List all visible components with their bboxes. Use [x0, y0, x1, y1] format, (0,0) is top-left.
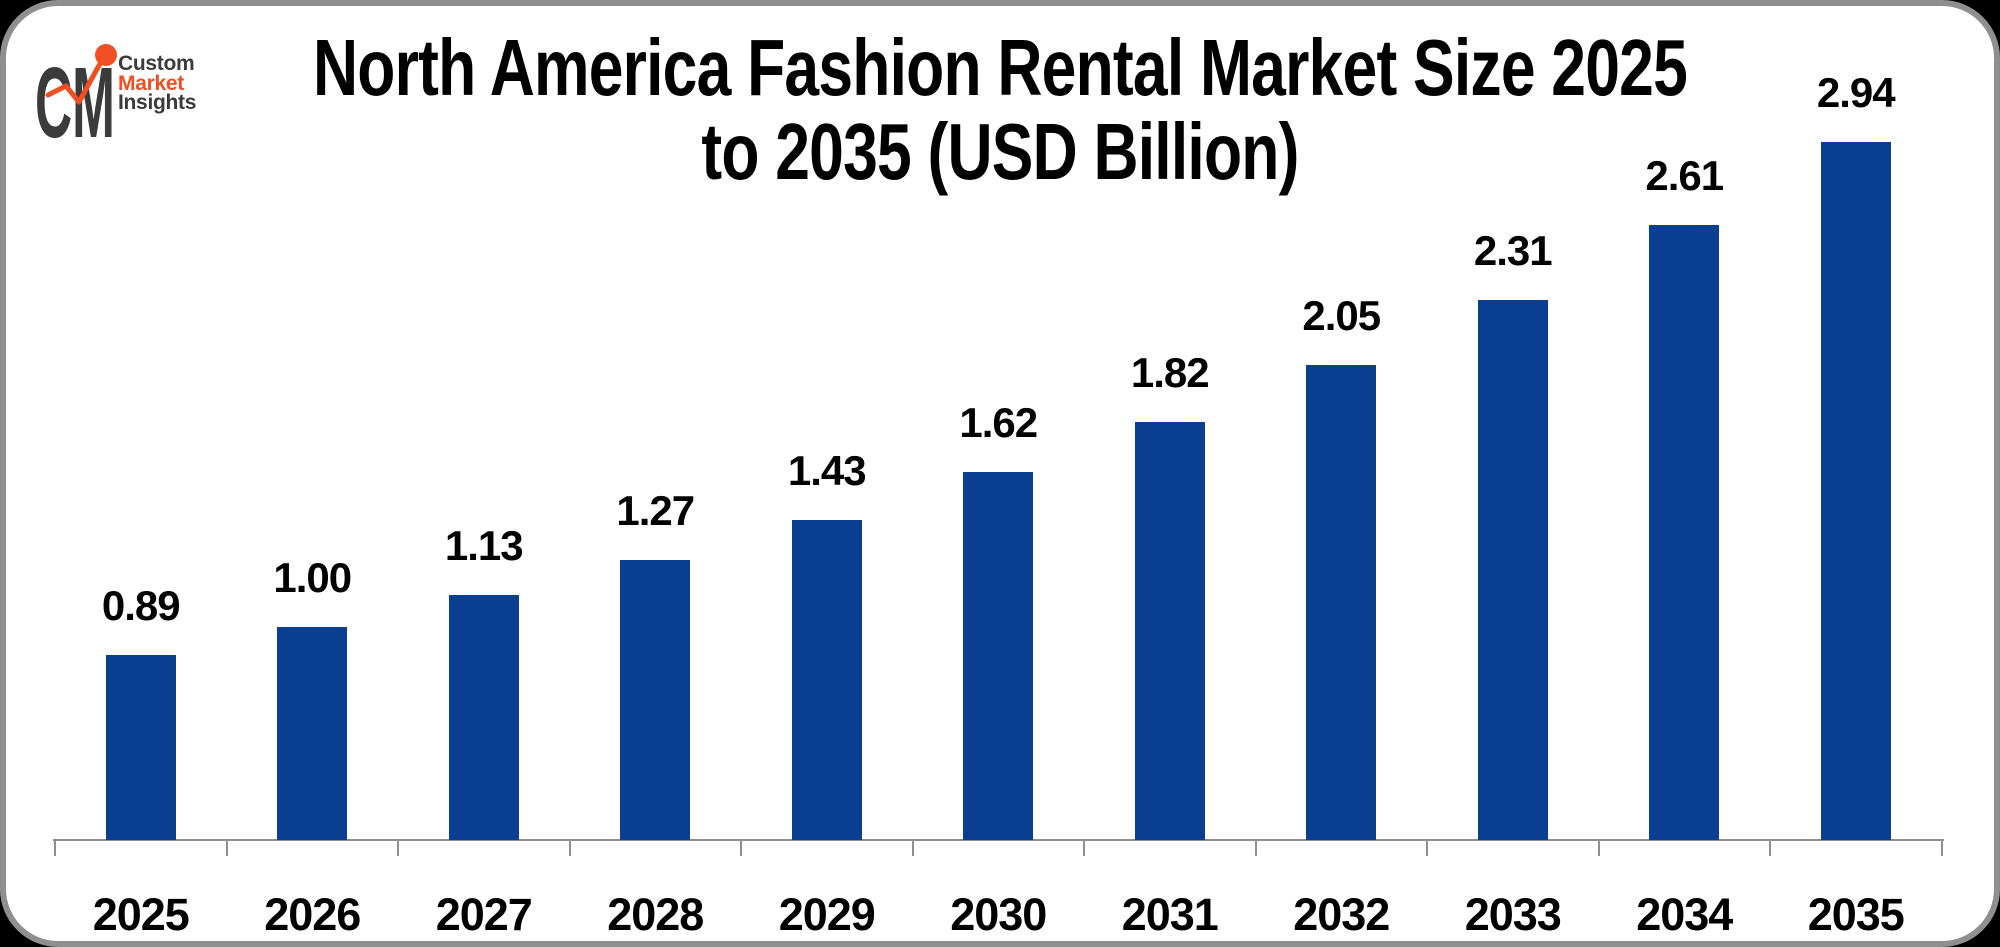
logo-zigzag-line: [45, 57, 105, 105]
x-axis-label-2029: 2029: [778, 889, 876, 940]
logo-word-custom: Custom: [118, 52, 195, 75]
x-axis-label-2032: 2032: [1293, 889, 1390, 940]
x-axis-label-2031: 2031: [1121, 889, 1219, 940]
data-label-2035: 2.94: [1816, 69, 1896, 116]
data-label-2030: 1.62: [959, 399, 1038, 446]
chart-title-line2: to 2035 (USD Billion): [701, 107, 1299, 196]
x-axis-tick: [397, 839, 399, 856]
bar-2035: [1820, 142, 1891, 840]
x-axis-label-2025: 2025: [92, 889, 190, 940]
bar-2034: [1649, 225, 1720, 840]
data-label-2026: 1.00: [273, 554, 352, 601]
data-label-2034: 2.61: [1645, 152, 1724, 199]
data-label-2032: 2.05: [1302, 292, 1381, 339]
x-axis-tick: [1769, 839, 1771, 856]
bar-2032: [1306, 365, 1377, 840]
x-axis-tick: [1597, 839, 1600, 856]
x-axis-tick: [1426, 839, 1428, 856]
logo-word-market: Market: [118, 71, 184, 95]
bar-2027: [448, 595, 519, 840]
x-axis-tick: [740, 839, 742, 856]
bar-2025: [105, 655, 176, 840]
x-axis-label-2034: 2034: [1636, 889, 1733, 940]
data-label-2031: 1.82: [1130, 349, 1210, 396]
logo-dot-icon: [95, 44, 117, 66]
bar-2029: [791, 520, 862, 840]
x-axis-tick: [1254, 839, 1257, 856]
bar-2031: [1134, 422, 1205, 840]
chart-title-line1: North America Fashion Rental Market Size…: [313, 23, 1688, 112]
x-axis-label-2030: 2030: [950, 889, 1047, 940]
x-axis-tick: [1940, 839, 1943, 856]
x-axis-tick: [911, 839, 914, 856]
x-axis-tick: [568, 839, 571, 856]
x-axis-tick: [54, 839, 56, 856]
x-axis-tick: [1083, 839, 1085, 856]
data-label-2033: 2.31: [1473, 227, 1553, 274]
data-label-2028: 1.27: [616, 487, 695, 534]
bar-2033: [1477, 300, 1548, 840]
x-axis-label-2026: 2026: [264, 889, 361, 940]
bar-2030: [963, 472, 1034, 840]
bar-2026: [277, 627, 348, 840]
x-axis-tick: [225, 839, 228, 856]
data-label-2029: 1.43: [787, 447, 867, 494]
x-axis-line: [53, 839, 1944, 841]
x-axis-label-2028: 2028: [607, 889, 704, 940]
x-axis-label-2033: 2033: [1464, 889, 1562, 940]
data-label-2027: 1.13: [444, 522, 524, 569]
cmi-monogram-icon: CM: [35, 44, 117, 159]
data-label-2025: 0.89: [101, 582, 181, 629]
chart-title: North America Fashion Rental Market Size…: [220, 26, 1780, 194]
cmi-logo: CM Custom Market Insights: [30, 40, 300, 160]
x-axis-label-2035: 2035: [1807, 889, 1905, 940]
bar-2028: [620, 560, 691, 840]
x-axis-label-2027: 2027: [435, 889, 533, 940]
logo-wordmark: Custom Market Insights: [118, 52, 197, 114]
logo-word-insights: Insights: [118, 91, 197, 114]
